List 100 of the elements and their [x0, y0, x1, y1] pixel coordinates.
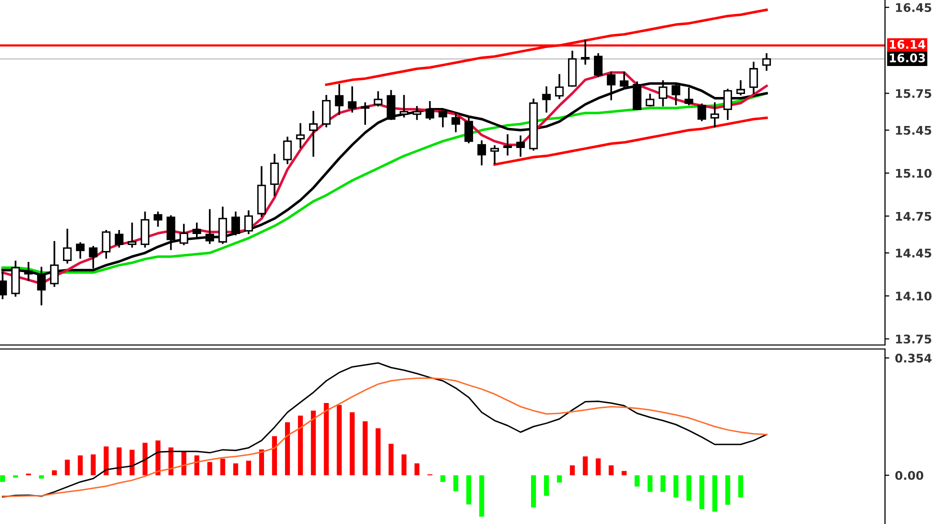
bar [350, 412, 355, 476]
y-tick-label: 15.10 [896, 168, 932, 178]
candlestick [360, 102, 370, 125]
bar [673, 475, 678, 498]
bar [414, 463, 420, 476]
candlestick [309, 110, 318, 157]
candlestick [426, 101, 434, 120]
candlestick [296, 123, 305, 148]
bar [556, 475, 562, 483]
bar [233, 463, 238, 476]
candlestick [205, 209, 214, 244]
candlestick [594, 53, 603, 77]
bar [531, 475, 536, 508]
candlestick [503, 134, 512, 156]
bar [194, 455, 200, 476]
candlestick [154, 212, 162, 227]
candlestick [723, 88, 732, 120]
line-series [493, 116, 768, 166]
bar [142, 442, 148, 476]
bar [402, 454, 406, 476]
y-tick-label: 14.10 [896, 292, 932, 301]
bar [686, 475, 692, 501]
bar [207, 462, 212, 476]
candlestick [477, 140, 486, 166]
candlestick [580, 40, 590, 65]
candlestick [386, 90, 396, 120]
candlestick [218, 206, 228, 244]
candlestick [334, 84, 344, 116]
bar [156, 440, 160, 476]
candlestick [698, 104, 706, 122]
candlestick [322, 94, 331, 128]
candlestick [438, 110, 448, 128]
candlestick [270, 154, 279, 196]
bar [660, 475, 666, 492]
candlestick [400, 94, 408, 118]
bar [64, 460, 70, 476]
bar [90, 454, 96, 476]
y-tick-label: 0.354 [895, 354, 932, 363]
candlestick [76, 242, 85, 259]
y-tick-label: 0.00 [895, 471, 924, 480]
candlestick [762, 53, 771, 71]
bar [298, 416, 303, 476]
y-tick-label: 14.75 [896, 212, 932, 221]
y-tick-label: 13.75 [896, 334, 932, 344]
bar [466, 475, 472, 504]
bar [130, 450, 135, 476]
bar [181, 451, 186, 476]
candlestick [166, 215, 176, 250]
bar [285, 422, 290, 476]
bar [596, 458, 601, 476]
candlestick [516, 135, 525, 157]
bar [220, 458, 226, 476]
ref-line-label: 16.14 [890, 40, 926, 49]
bar [116, 447, 122, 476]
bar [336, 405, 342, 476]
bar [78, 455, 83, 476]
y-tick-label: 16.45 [896, 3, 932, 12]
bar [440, 475, 446, 482]
candlestick [283, 136, 292, 164]
candlestick [490, 145, 499, 164]
candlestick [180, 224, 188, 246]
bar [362, 421, 368, 476]
bar [388, 444, 394, 476]
bar [324, 403, 329, 476]
candlestick [88, 246, 98, 268]
candlestick [348, 86, 357, 113]
bar [608, 465, 614, 476]
bar [544, 475, 549, 496]
candlestick [102, 230, 111, 259]
bar [259, 449, 264, 476]
y-tick-label: 15.75 [896, 89, 932, 98]
candlestick [464, 117, 474, 144]
candlestick [114, 230, 124, 248]
candlestick [684, 88, 694, 106]
ref-line-label: 16.03 [890, 53, 925, 62]
bar [570, 465, 575, 476]
candlestick [128, 222, 136, 248]
bar [272, 436, 277, 476]
bar [38, 475, 44, 479]
candlestick [710, 102, 720, 128]
bar [453, 475, 458, 492]
bar [582, 456, 588, 476]
bar [738, 475, 744, 498]
candlestick [231, 212, 240, 236]
bar [104, 446, 109, 476]
bar [725, 475, 730, 505]
bar [52, 470, 57, 476]
y-tick-label: 15.45 [896, 126, 932, 135]
bar [699, 475, 704, 510]
bar [310, 410, 316, 476]
bar [648, 475, 652, 492]
candlestick [63, 228, 72, 264]
bar [634, 475, 640, 487]
candlestick [542, 86, 551, 113]
bar [479, 475, 484, 517]
candlestick [412, 106, 422, 120]
candlestick [646, 94, 654, 106]
bar [376, 428, 381, 476]
candlestick [374, 91, 382, 106]
candlestick [555, 74, 564, 100]
